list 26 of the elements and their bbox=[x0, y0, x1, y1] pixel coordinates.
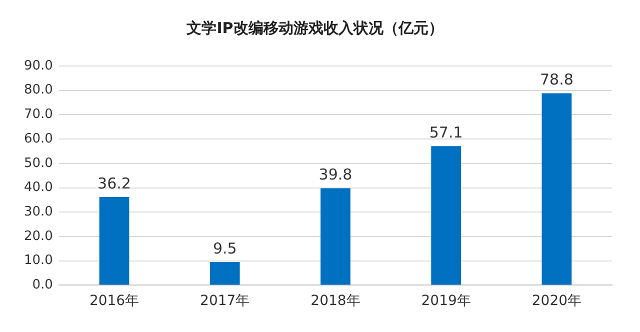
chart-title: 文学IP改编移动游戏收入状况（亿元） bbox=[186, 18, 444, 37]
x-tick-label: 2018年 bbox=[310, 293, 360, 310]
x-tick-label: 2019年 bbox=[421, 293, 471, 310]
x-tick-label: 2020年 bbox=[532, 293, 582, 310]
bar bbox=[210, 262, 240, 285]
y-tick-label: 30.0 bbox=[24, 204, 53, 220]
y-tick-label: 50.0 bbox=[24, 156, 53, 171]
data-label: 9.5 bbox=[212, 239, 237, 258]
y-tick-label: 0.0 bbox=[32, 278, 53, 293]
data-label: 78.8 bbox=[540, 70, 574, 89]
y-tick-label: 40.0 bbox=[24, 180, 53, 196]
y-tick-label: 70.0 bbox=[24, 107, 53, 122]
bar bbox=[431, 146, 462, 285]
y-tick-label: 20.0 bbox=[24, 228, 53, 244]
bar bbox=[99, 197, 130, 285]
y-tick-label: 80.0 bbox=[24, 82, 53, 98]
bar bbox=[542, 93, 572, 285]
x-tick-label: 2017年 bbox=[200, 293, 250, 310]
data-label: 36.2 bbox=[98, 174, 131, 192]
data-label: 57.1 bbox=[429, 124, 463, 142]
y-tick-label: 60.0 bbox=[24, 131, 53, 146]
y-tick-label: 90.0 bbox=[24, 58, 53, 74]
bar bbox=[320, 188, 350, 285]
y-tick-label: 10.0 bbox=[24, 253, 53, 268]
x-tick-label: 2016年 bbox=[89, 293, 140, 310]
data-label: 39.8 bbox=[318, 166, 352, 184]
